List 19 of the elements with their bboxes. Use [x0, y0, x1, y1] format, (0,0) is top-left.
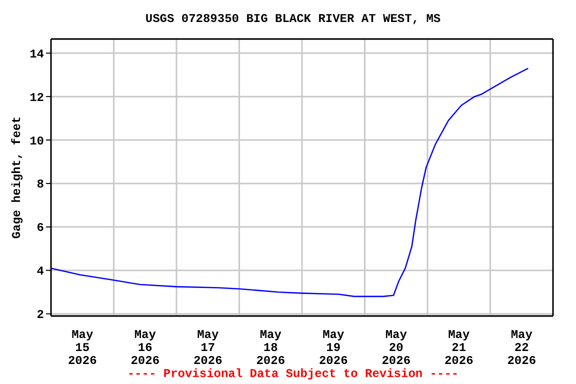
y-tick-label: 6 — [36, 221, 44, 236]
x-tick-label: May 21 2026 — [444, 328, 474, 368]
y-tick-label: 4 — [36, 264, 44, 279]
x-tick-label: May 16 2026 — [130, 328, 160, 368]
y-tick-label: 2 — [36, 308, 44, 322]
x-tick-label: May 15 2026 — [68, 328, 97, 368]
text: ---- Provisional Data Subject to Revision ---- — [126, 367, 460, 381]
x-tick-label: May 22 2026 — [507, 328, 536, 368]
y-tick-label: 14 — [30, 47, 44, 62]
y-axis-title: Gage height, feet — [10, 116, 24, 239]
x-tick-label: May 19 2026 — [318, 328, 348, 368]
y-tick-label: 10 — [30, 134, 44, 148]
chart-title: USGS 07289350 BIG BLACK RIVER AT WEST, MS — [144, 12, 442, 26]
x-tick-label: May 20 2026 — [382, 328, 411, 368]
y-tick-label: 12 — [30, 90, 44, 105]
line-series — [51, 68, 529, 298]
x-tick-label: May 18 2026 — [256, 328, 286, 368]
x-tick-label: May 17 2026 — [193, 328, 222, 368]
y-tick-label: 8 — [36, 178, 44, 192]
